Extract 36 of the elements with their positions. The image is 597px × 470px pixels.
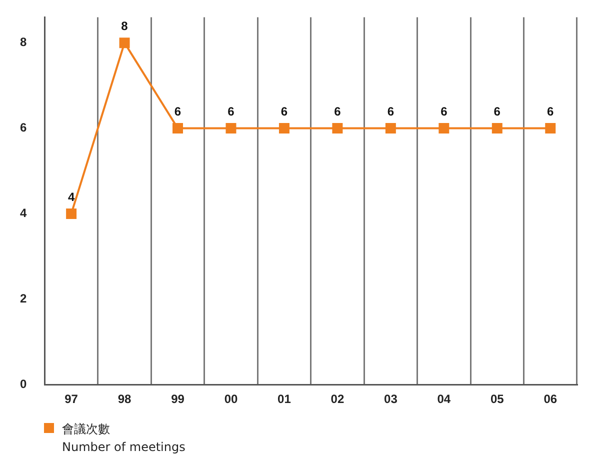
data-label: 6 xyxy=(280,104,288,119)
point xyxy=(119,38,130,48)
x-tick-label: 01 xyxy=(278,392,292,406)
data-label: 4 xyxy=(68,190,75,204)
x-tick-label: 03 xyxy=(384,392,398,406)
point xyxy=(278,123,290,134)
y-tick-label: 6 xyxy=(20,120,27,135)
data-label: 6 xyxy=(228,104,235,119)
data-label: 6 xyxy=(334,104,342,119)
y-tick-label: 8 xyxy=(20,35,27,50)
point xyxy=(332,123,343,134)
data-label: 6 xyxy=(494,104,501,119)
point xyxy=(492,123,502,134)
data-label: 6 xyxy=(547,104,554,119)
legend-label: 會議次數 Number of meetings xyxy=(62,421,186,456)
data-label: 6 xyxy=(387,104,394,119)
point xyxy=(385,123,396,134)
x-tick-label: 04 xyxy=(437,392,451,406)
x-tick-label: 02 xyxy=(330,392,344,406)
x-tick-label: 98 xyxy=(118,392,132,406)
x-tick-label: 05 xyxy=(490,392,504,406)
point xyxy=(172,123,183,134)
x-tick-label: 06 xyxy=(544,392,558,406)
point xyxy=(545,123,556,134)
x-tick-label: 99 xyxy=(171,392,185,406)
data-label: 6 xyxy=(440,104,448,119)
y-tick-label: 4 xyxy=(20,206,27,220)
x-tick-label: 00 xyxy=(224,392,238,406)
data-label: 8 xyxy=(121,19,128,34)
x-tick-label: 97 xyxy=(64,392,78,406)
point xyxy=(226,123,236,134)
y-tick-label: 2 xyxy=(20,291,27,306)
point xyxy=(438,123,450,134)
point xyxy=(66,208,77,219)
data-label: 6 xyxy=(174,104,182,119)
y-tick-label: 0 xyxy=(20,376,27,391)
